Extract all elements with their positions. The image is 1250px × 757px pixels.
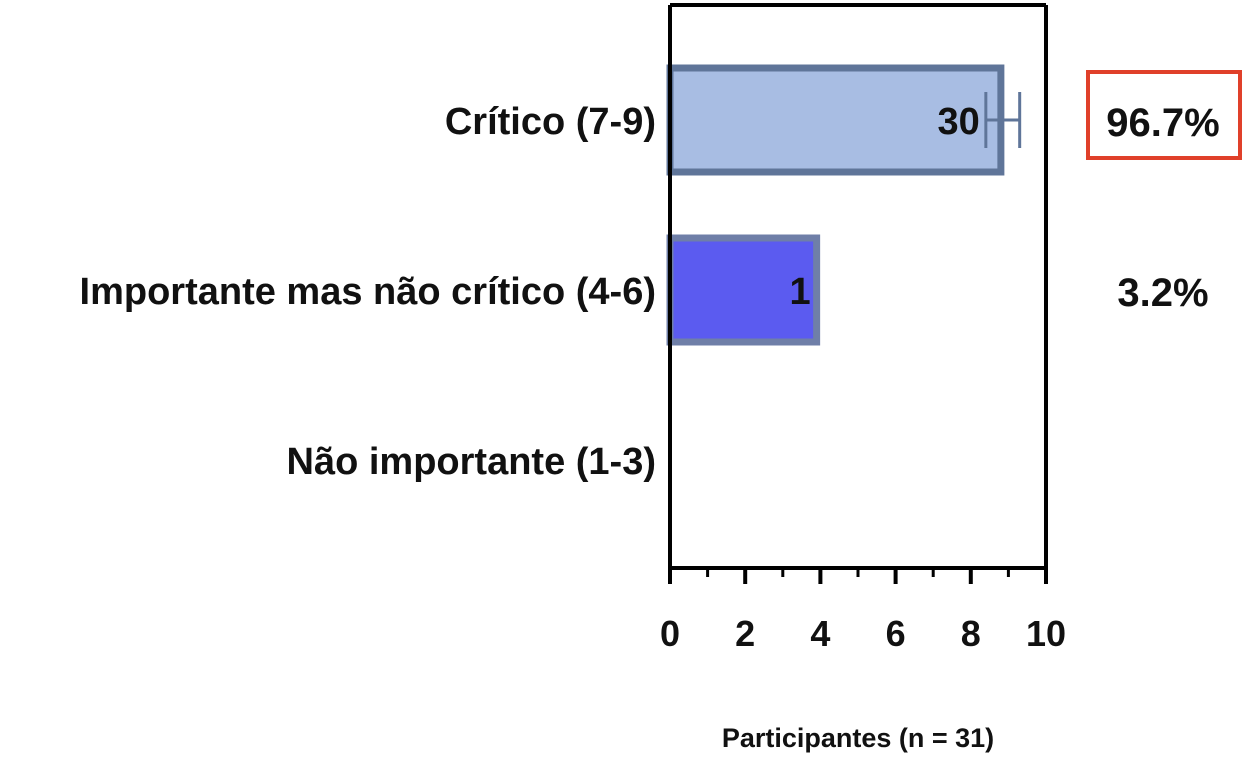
- x-tick-label-3: 6: [886, 613, 906, 654]
- category-label-0: Crítico (7-9): [445, 101, 656, 143]
- x-tick-label-2: 4: [810, 613, 830, 654]
- data-label-1: 1: [789, 271, 810, 313]
- bar-1: [666, 234, 821, 346]
- x-tick-label-0: 0: [660, 613, 680, 654]
- category-label-2: Não importante (1-3): [287, 441, 656, 483]
- x-axis-title: Participantes (n = 31): [722, 723, 994, 753]
- x-tick-label-1: 2: [735, 613, 755, 654]
- highlight-box: [1086, 70, 1242, 160]
- category-label-1: Importante mas não crítico (4-6): [80, 271, 656, 313]
- percent-label-0: 96.7%: [1106, 101, 1219, 145]
- data-label-0: 30: [938, 101, 980, 143]
- percent-label-1: 3.2%: [1117, 271, 1208, 315]
- x-tick-label-5: 10: [1026, 613, 1066, 654]
- x-tick-label-4: 8: [961, 613, 981, 654]
